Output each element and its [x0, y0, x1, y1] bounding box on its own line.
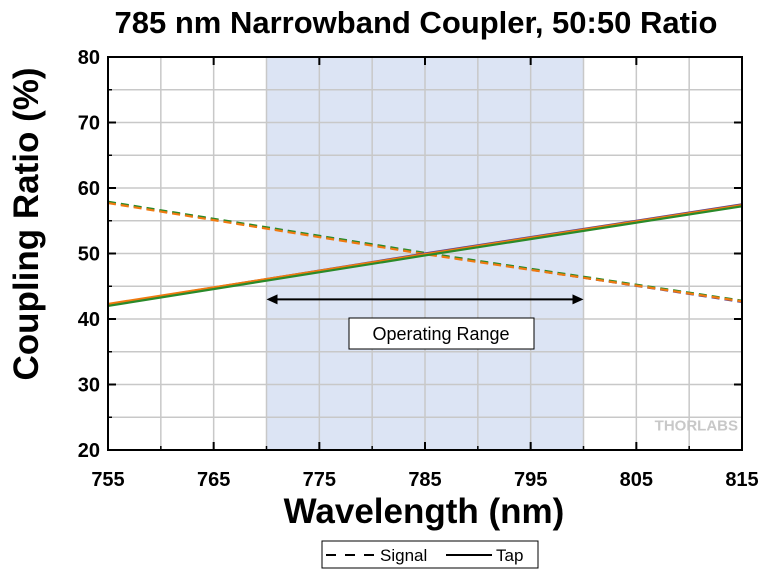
x-tick-label: 765 [197, 469, 230, 491]
legend-tap-label: Tap [496, 546, 523, 565]
annotation-box [348, 317, 535, 350]
x-tick-label: 775 [303, 469, 336, 491]
annotation-label: Operating Range [372, 324, 509, 344]
y-tick-label: 30 [78, 375, 100, 397]
x-axis-title: Wavelength (nm) [284, 492, 565, 531]
y-tick-label: 40 [78, 309, 100, 331]
x-tick-label: 805 [620, 469, 653, 491]
y-tick-label: 50 [78, 244, 100, 266]
x-tick-label: 795 [514, 469, 547, 491]
legend: Signal Tap [321, 540, 539, 569]
y-tick-label: 20 [78, 440, 100, 462]
series-line-tap-5 [107, 205, 743, 307]
legend-box [321, 540, 539, 569]
operating-range-arrowhead-left [266, 294, 278, 305]
x-tick-label: 785 [408, 469, 441, 491]
legend-signal-label: Signal [380, 546, 427, 565]
y-axis-title: Coupling Ratio (%) [7, 67, 46, 380]
thorlabs-watermark: THORLABS [655, 417, 738, 434]
y-tick-label: 80 [78, 47, 100, 69]
x-tick-label: 815 [725, 469, 758, 491]
y-tick-label: 70 [78, 113, 100, 135]
axes-frame [107, 56, 743, 451]
series-line-tap-4 [107, 203, 743, 306]
operating-range-arrowhead-right [572, 294, 584, 305]
series-line-signal-2 [107, 201, 743, 303]
chart-title: 785 nm Narrowband Coupler, 50:50 Ratio [115, 5, 718, 40]
x-tick-label: 755 [91, 469, 124, 491]
plot-area: THORLABS Operating Range 755 765 775 785 795 80… [78, 47, 759, 491]
y-tick-label: 60 [78, 178, 100, 200]
